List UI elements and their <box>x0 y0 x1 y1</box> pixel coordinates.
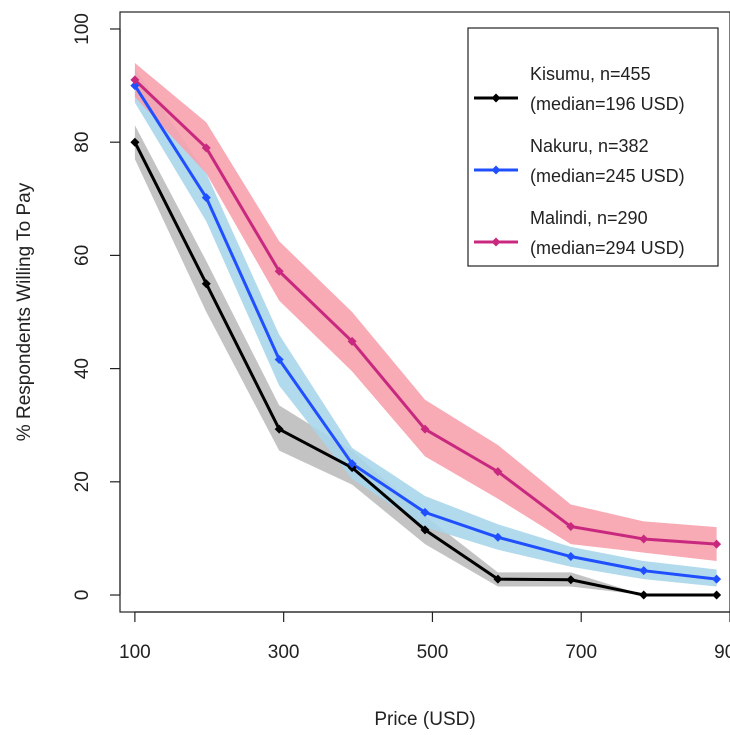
x-tick-label: 900 <box>714 642 730 663</box>
legend-marker-1 <box>491 165 501 175</box>
x-axis: 100 300 500 700 900 <box>119 611 730 663</box>
y-tick-label: 20 <box>72 471 93 492</box>
legend-label-0: Kisumu, n=455 <box>530 64 651 84</box>
data-point <box>566 552 576 562</box>
data-point <box>420 507 430 517</box>
legend: Kisumu, n=455 (median=196 USD) Nakuru, n=3… <box>467 27 719 267</box>
legend-label-2: Malindi, n=290 <box>530 208 648 228</box>
data-point <box>712 590 722 600</box>
x-tick-label: 100 <box>119 642 151 663</box>
legend-sublabel-0: (median=196 USD) <box>530 94 685 114</box>
y-tick-label: 0 <box>72 590 93 601</box>
data-point <box>712 539 722 549</box>
band-series-0 <box>134 125 717 596</box>
data-point <box>566 575 576 585</box>
legend-label-1: Nakuru, n=382 <box>530 136 649 156</box>
legend-sublabel-2: (median=294 USD) <box>530 238 685 258</box>
data-point <box>130 137 140 147</box>
legend-sublabel-1: (median=245 USD) <box>530 166 685 186</box>
y-tick-label: 60 <box>72 245 93 266</box>
y-axis: 0 20 40 60 80 100 <box>72 13 121 601</box>
data-point <box>130 81 140 91</box>
x-tick-label: 500 <box>417 642 449 663</box>
data-point <box>493 467 503 477</box>
data-point <box>347 459 357 469</box>
data-point <box>201 279 211 289</box>
data-point <box>274 424 284 434</box>
data-point <box>712 574 722 584</box>
data-point <box>201 193 211 203</box>
legend-box <box>467 27 719 267</box>
data-point <box>201 143 211 153</box>
data-point <box>420 424 430 434</box>
y-axis-title: % Respondents Willing To Pay <box>14 182 35 441</box>
band-series-2 <box>134 62 717 562</box>
y-tick-label: 100 <box>72 13 93 45</box>
data-point <box>347 336 357 346</box>
x-axis-title: Price (USD) <box>374 709 475 730</box>
x-tick-label: 300 <box>268 642 300 663</box>
y-tick-label: 80 <box>72 132 93 153</box>
data-point <box>639 534 649 544</box>
data-point <box>639 590 649 600</box>
data-point <box>493 532 503 542</box>
y-tick-label: 40 <box>72 358 93 379</box>
legend-marker-2 <box>491 237 501 247</box>
x-tick-label: 700 <box>565 642 597 663</box>
legend-marker-0 <box>491 93 501 103</box>
confidence-bands <box>134 62 717 596</box>
data-point <box>130 75 140 85</box>
series-points <box>130 75 722 600</box>
data-point <box>493 574 503 584</box>
data-point <box>274 266 284 276</box>
data-point <box>274 355 284 365</box>
data-point <box>420 525 430 535</box>
data-point <box>566 522 576 532</box>
data-point <box>639 566 649 576</box>
